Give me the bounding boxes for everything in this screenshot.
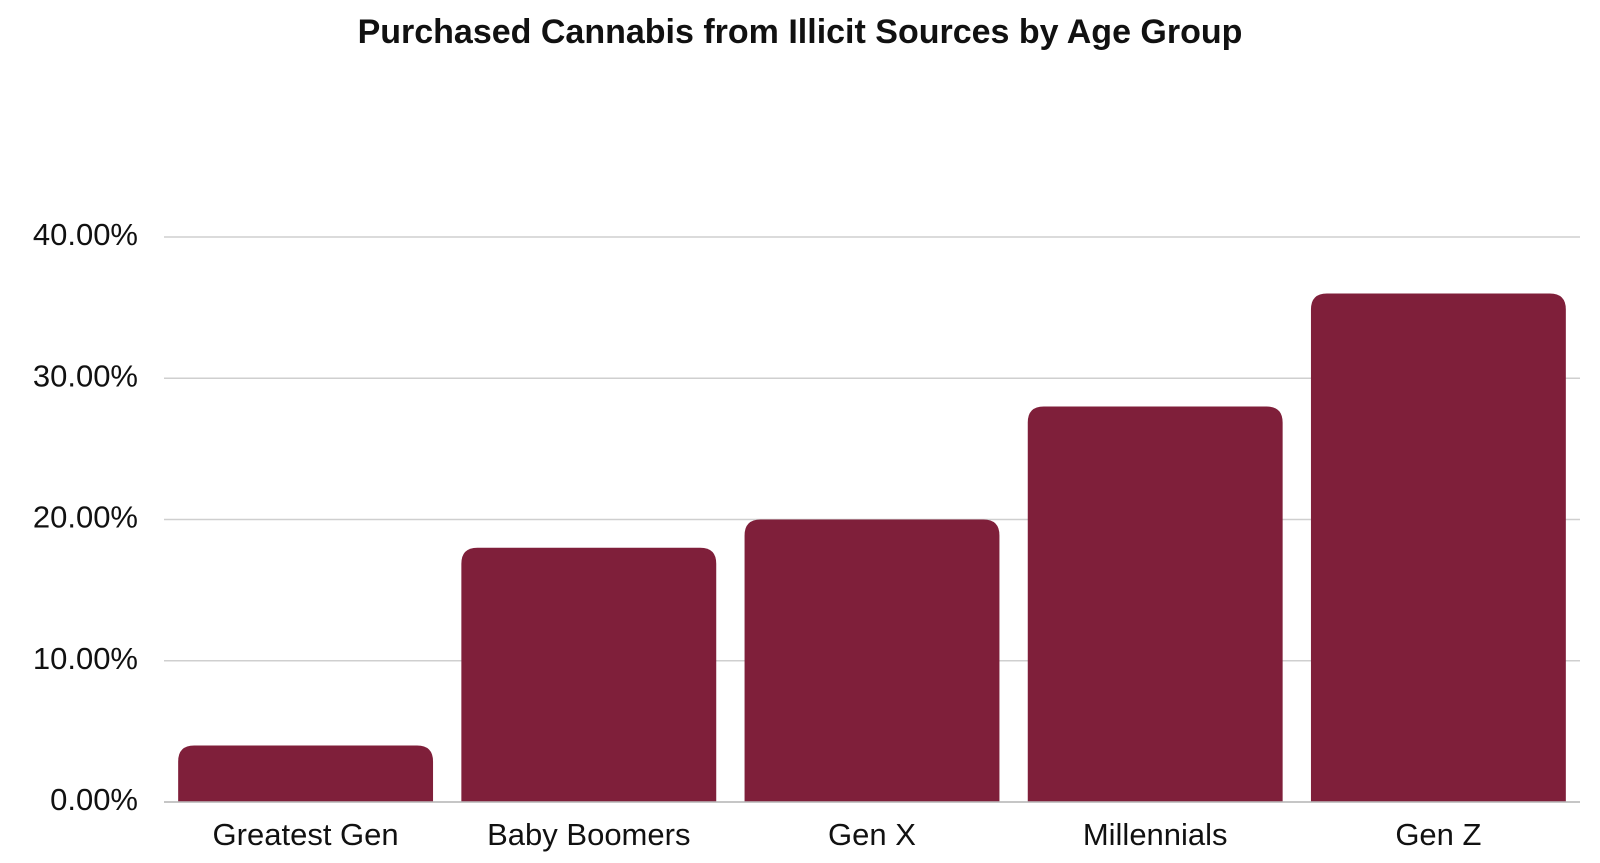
y-tick-label: 20.00% bbox=[33, 500, 138, 535]
x-tick-label: Millennials bbox=[1083, 817, 1228, 852]
chart-title: Purchased Cannabis from Illicit Sources … bbox=[358, 13, 1243, 51]
y-tick-label: 0.00% bbox=[50, 782, 138, 817]
bar bbox=[461, 547, 717, 802]
x-tick-label: Gen X bbox=[828, 817, 916, 852]
y-tick-label: 40.00% bbox=[33, 217, 138, 252]
y-tick-label: 10.00% bbox=[33, 641, 138, 676]
bar bbox=[1310, 293, 1566, 802]
x-tick-label: Greatest Gen bbox=[213, 817, 399, 852]
y-tick-label: 30.00% bbox=[33, 358, 138, 393]
bar bbox=[744, 519, 1000, 802]
x-tick-label: Baby Boomers bbox=[487, 817, 690, 852]
bar bbox=[1027, 406, 1283, 802]
x-tick-label: Gen Z bbox=[1395, 817, 1481, 852]
bar bbox=[178, 745, 434, 802]
